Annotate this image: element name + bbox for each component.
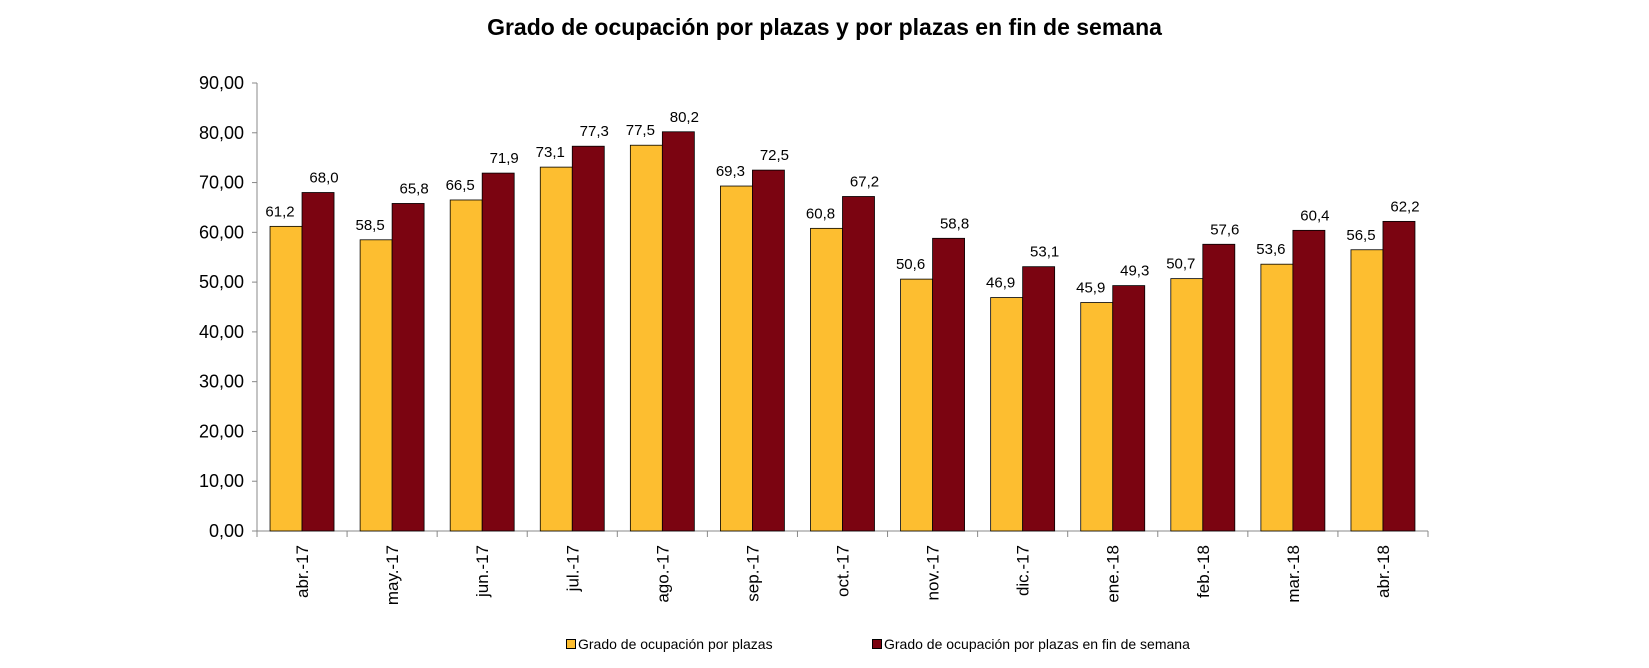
legend-label-fin-de-semana: Grado de ocupación por plazas en fin de …: [884, 636, 1190, 652]
bar-plazas: [539, 166, 573, 532]
bar-chart: 0,00 10,00 20,00 30,00 40,00 50,00 60,00 70,00 8…: [199, 73, 1429, 605]
data-label-plazas: 58,5: [356, 217, 385, 234]
data-label-fin-de-semana: 67,2: [850, 173, 879, 190]
legend-swatch-plazas: [566, 639, 576, 649]
legend-swatch-fin-de-semana: [872, 639, 882, 649]
bar-plazas: [810, 227, 843, 532]
x-tick-label: abr.-17: [293, 545, 312, 598]
data-label-fin-de-semana: 62,2: [1390, 198, 1419, 215]
data-label-plazas: 56,5: [1346, 227, 1375, 244]
y-tick-label: 90,00: [199, 73, 244, 93]
data-label-fin-de-semana: 65,8: [400, 180, 429, 197]
data-label-fin-de-semana: 77,3: [580, 123, 609, 140]
data-label-fin-de-semana: 68,0: [309, 170, 338, 187]
bar-fin-de-semana: [842, 196, 875, 532]
bar-plazas: [720, 185, 753, 532]
y-tick-label: 30,00: [199, 372, 244, 392]
x-tick-label: nov.-17: [924, 545, 943, 600]
bar-plazas: [1260, 263, 1294, 532]
x-tick-label: ene.-18: [1104, 545, 1123, 603]
y-tick-label: 10,00: [199, 471, 244, 491]
data-label-plazas: 46,9: [986, 275, 1015, 292]
x-tick-label: oct.-17: [834, 545, 853, 597]
x-tick-label: abr.-18: [1374, 545, 1393, 598]
data-label-plazas: 77,5: [626, 122, 655, 139]
x-tick-label: may.-17: [383, 545, 402, 605]
legend-label-plazas: Grado de ocupación por plazas: [578, 636, 773, 652]
bar-plazas: [269, 225, 303, 532]
legend-item-plazas: Grado de ocupación por plazas: [566, 636, 773, 652]
data-label-fin-de-semana: 58,8: [940, 215, 969, 232]
x-tick-label: feb.-18: [1194, 545, 1213, 598]
y-tick-label: 20,00: [199, 421, 244, 441]
x-tick-label: ago.-17: [653, 545, 672, 603]
data-label-plazas: 45,9: [1076, 280, 1105, 297]
bar-fin-de-semana: [481, 172, 515, 532]
data-label-plazas: 69,3: [716, 163, 745, 180]
data-label-fin-de-semana: 49,3: [1120, 263, 1149, 280]
bar-fin-de-semana: [932, 237, 965, 532]
bar-fin-de-semana: [1022, 266, 1056, 532]
bar-fin-de-semana: [752, 169, 785, 532]
data-label-plazas: 50,7: [1166, 256, 1195, 273]
x-tick-label: dic.-17: [1014, 545, 1033, 596]
bar-plazas: [1350, 249, 1384, 532]
data-label-plazas: 61,2: [265, 203, 294, 220]
bar-plazas: [359, 239, 393, 532]
y-tick-label: 0,00: [209, 521, 244, 541]
bar-fin-de-semana: [1382, 220, 1416, 532]
bar-fin-de-semana: [1202, 243, 1236, 532]
y-tick-label: 80,00: [199, 123, 244, 143]
bar-plazas: [990, 297, 1024, 532]
data-label-plazas: 53,6: [1256, 241, 1285, 258]
x-tick-label: jul.-17: [563, 545, 582, 592]
y-tick-label: 60,00: [199, 222, 244, 242]
data-label-fin-de-semana: 72,5: [760, 147, 789, 164]
x-tick-label: sep.-17: [743, 545, 762, 602]
x-tick-label: mar.-18: [1284, 545, 1303, 603]
data-label-plazas: 73,1: [536, 144, 565, 161]
legend: Grado de ocupación por plazas Grado de o…: [0, 636, 1649, 660]
data-label-plazas: 66,5: [446, 177, 475, 194]
bar-fin-de-semana: [661, 131, 695, 532]
y-tick-label: 70,00: [199, 173, 244, 193]
x-tick-label: jun.-17: [473, 545, 492, 598]
chart-title: Grado de ocupación por plazas y por plaz…: [487, 14, 1162, 40]
bar-fin-de-semana: [301, 192, 335, 532]
data-label-plazas: 50,6: [896, 256, 925, 273]
bar-plazas: [449, 199, 483, 532]
data-label-fin-de-semana: 71,9: [490, 150, 519, 167]
data-label-fin-de-semana: 53,1: [1030, 244, 1059, 261]
bar-fin-de-semana: [1292, 229, 1326, 532]
data-label-fin-de-semana: 60,4: [1300, 207, 1329, 224]
data-label-plazas: 60,8: [806, 205, 835, 222]
bar-plazas: [900, 278, 933, 532]
bar-fin-de-semana: [571, 145, 605, 532]
bar-plazas: [629, 144, 663, 532]
bar-plazas: [1080, 302, 1114, 532]
legend-item-fin-de-semana: Grado de ocupación por plazas en fin de …: [872, 636, 1190, 652]
bar-plazas: [1170, 278, 1204, 532]
data-label-fin-de-semana: 80,2: [670, 109, 699, 126]
bar-fin-de-semana: [1112, 285, 1146, 532]
y-tick-label: 40,00: [199, 322, 244, 342]
bar-fin-de-semana: [391, 203, 425, 532]
y-tick-label: 50,00: [199, 272, 244, 292]
data-label-fin-de-semana: 57,6: [1210, 221, 1239, 238]
